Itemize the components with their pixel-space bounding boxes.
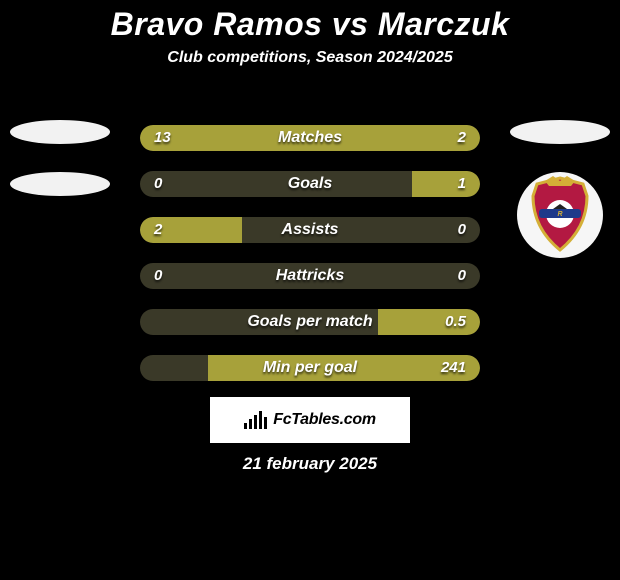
stat-value-right: 1 bbox=[458, 171, 466, 197]
stat-value-right: 0.5 bbox=[445, 309, 466, 335]
stat-row: Goals per match0.5 bbox=[140, 309, 480, 335]
stat-value-right: 0 bbox=[458, 217, 466, 243]
brand-box: FcTables.com bbox=[210, 397, 410, 443]
stat-label: Goals per match bbox=[140, 309, 480, 335]
stat-label: Goals bbox=[140, 171, 480, 197]
club-badge: R bbox=[517, 172, 603, 258]
stat-value-left: 13 bbox=[154, 125, 171, 151]
page-title: Bravo Ramos vs Marczuk bbox=[0, 0, 620, 43]
stat-value-right: 2 bbox=[458, 125, 466, 151]
stat-value-left: 0 bbox=[154, 171, 162, 197]
right-player-column: R bbox=[510, 120, 610, 258]
stat-row: Min per goal241 bbox=[140, 355, 480, 381]
player-placeholder-ellipse bbox=[10, 172, 110, 196]
footer-date: 21 february 2025 bbox=[0, 454, 620, 474]
subtitle: Club competitions, Season 2024/2025 bbox=[0, 49, 620, 67]
stat-label: Matches bbox=[140, 125, 480, 151]
player-placeholder-ellipse bbox=[510, 120, 610, 144]
player-placeholder-ellipse bbox=[10, 120, 110, 144]
stat-row: Goals0 1 bbox=[140, 171, 480, 197]
comparison-chart: Matches132Goals01Assists20Hattricks00Goa… bbox=[140, 125, 480, 401]
stat-value-left: 2 bbox=[154, 217, 162, 243]
stat-label: Min per goal bbox=[140, 355, 480, 381]
brand-bars-icon bbox=[244, 411, 267, 429]
club-crest-icon: R bbox=[525, 176, 595, 254]
stat-label: Hattricks bbox=[140, 263, 480, 289]
stat-label: Assists bbox=[140, 217, 480, 243]
brand-text: FcTables.com bbox=[273, 411, 376, 429]
svg-text:R: R bbox=[557, 211, 562, 218]
stat-value-right: 241 bbox=[441, 355, 466, 381]
stat-row: Hattricks0 0 bbox=[140, 263, 480, 289]
stat-row: Matches13 2 bbox=[140, 125, 480, 151]
left-player-column bbox=[10, 120, 110, 224]
stat-row: Assists2 0 bbox=[140, 217, 480, 243]
stat-value-right: 0 bbox=[458, 263, 466, 289]
stat-value-left: 0 bbox=[154, 263, 162, 289]
